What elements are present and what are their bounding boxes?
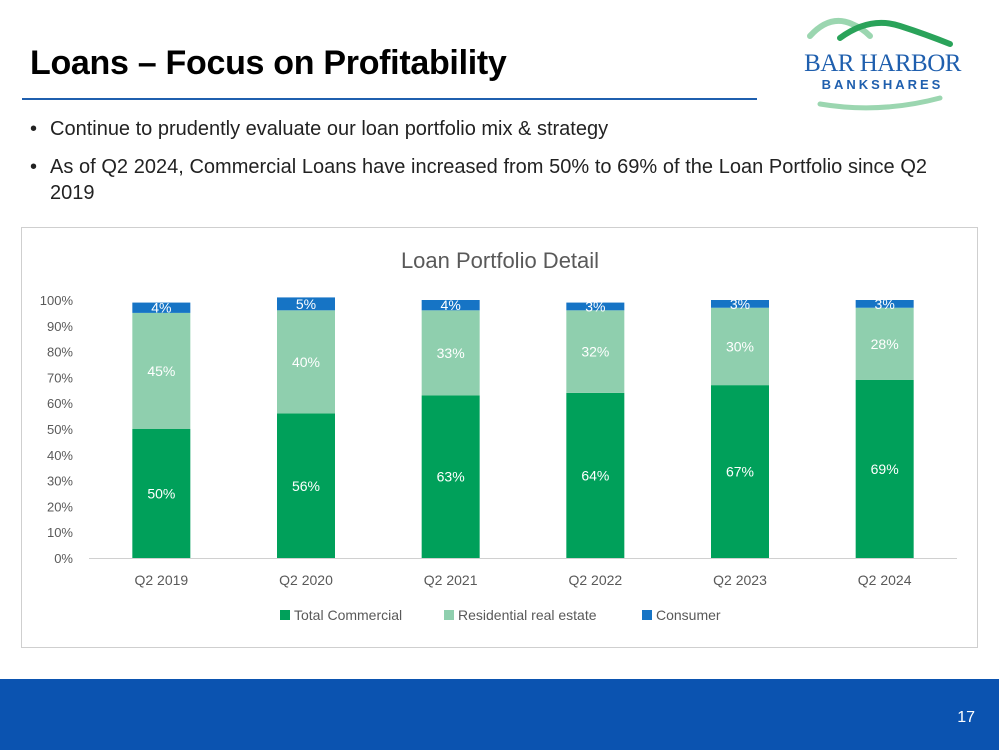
data-label: 3% (875, 296, 895, 312)
data-label: 33% (437, 345, 465, 361)
bar-segment (855, 307, 914, 380)
bullet-dot: • (30, 156, 38, 178)
y-tick-label: 60% (47, 396, 73, 411)
y-tick-label: 90% (47, 319, 73, 334)
data-label: 5% (296, 296, 316, 312)
legend-swatch (444, 610, 454, 620)
data-label: 45% (147, 363, 175, 379)
bar-segment (132, 312, 191, 429)
x-tick-label: Q2 2024 (858, 572, 912, 588)
bar-segment (132, 302, 191, 313)
y-tick-label: 30% (47, 474, 73, 489)
chart-title: Loan Portfolio Detail (401, 248, 599, 273)
y-tick-label: 70% (47, 370, 73, 385)
y-tick-label: 10% (47, 525, 73, 540)
bullet-item: • Continue to prudently evaluate our loan… (30, 116, 927, 142)
data-label: 56% (292, 478, 320, 494)
y-tick-label: 0% (54, 551, 73, 566)
bar-segment (711, 307, 769, 386)
data-label: 32% (581, 344, 609, 360)
mountain-logo-icon (807, 18, 953, 47)
y-tick-label: 40% (47, 448, 73, 463)
bar-segment (132, 429, 191, 558)
chart-canvas: Loan Portfolio Detail 0% 10% 20% 30% 40% 50% 60… (40, 248, 957, 623)
bar-segment (711, 385, 769, 558)
bullet-text: Continue to prudently evaluate our loan … (50, 118, 609, 140)
data-label: 40% (292, 354, 320, 370)
data-label: 4% (441, 297, 461, 313)
legend-label: Consumer (656, 607, 721, 623)
data-label: 63% (437, 469, 465, 485)
logo-line-2: BANKSHARES (821, 77, 944, 92)
bar-segment (566, 310, 625, 393)
bar-segment (277, 297, 335, 311)
bar-segment (855, 300, 914, 308)
x-tick-label: Q2 2020 (279, 572, 333, 588)
bar-segment (855, 379, 914, 558)
y-tick-label: 50% (47, 422, 73, 437)
data-label: 3% (585, 298, 605, 314)
y-tick-label: 80% (47, 345, 73, 360)
bar-segment (277, 413, 335, 558)
y-tick-label: 20% (47, 499, 73, 514)
legend-swatch (642, 610, 652, 620)
y-tick-label: 100% (40, 293, 74, 308)
bullet-item: • As of Q2 2024, Commercial Loans have in… (30, 154, 927, 206)
bar-segment (421, 310, 480, 396)
bar-harbor-logo: BAR HARBOR BANKSHARES (800, 14, 965, 111)
legend-swatch (280, 610, 290, 620)
data-label: 67% (726, 464, 754, 480)
legend-label: Total Commercial (294, 607, 402, 623)
slide-title: Loans – Focus on Profitability (30, 44, 507, 82)
logo-line-1: BAR HARBOR (804, 50, 961, 77)
bar-segment (421, 300, 480, 311)
footer-bar: 17 (0, 679, 999, 750)
bar-segment (566, 302, 625, 311)
bullet-dot: • (30, 118, 38, 140)
page-number: 17 (957, 709, 975, 726)
title-underline (22, 98, 757, 100)
data-label: 28% (871, 336, 899, 352)
logo-wave-icon (817, 95, 943, 111)
bullet-text: As of Q2 2024, Commercial Loans have inc… (50, 156, 927, 204)
data-label: 50% (147, 486, 175, 502)
bar-segment (277, 310, 335, 414)
bar-segment (566, 392, 625, 558)
x-tick-label: Q2 2022 (568, 572, 622, 588)
bar-segment (711, 300, 769, 308)
data-label: 64% (581, 467, 609, 483)
legend-label: Residential real estate (458, 607, 597, 623)
x-tick-label: Q2 2021 (424, 572, 478, 588)
data-label: 69% (871, 461, 899, 477)
data-label: 30% (726, 338, 754, 354)
bullet-list: • Continue to prudently evaluate our loan… (30, 116, 927, 218)
loan-portfolio-chart: Loan Portfolio Detail 0% 10% 20% 30% 40% 50% 60… (21, 227, 978, 648)
data-label: 3% (730, 296, 750, 312)
data-label: 4% (151, 300, 171, 316)
bar-segment (421, 395, 480, 558)
x-tick-label: Q2 2019 (134, 572, 188, 588)
x-tick-label: Q2 2023 (713, 572, 767, 588)
